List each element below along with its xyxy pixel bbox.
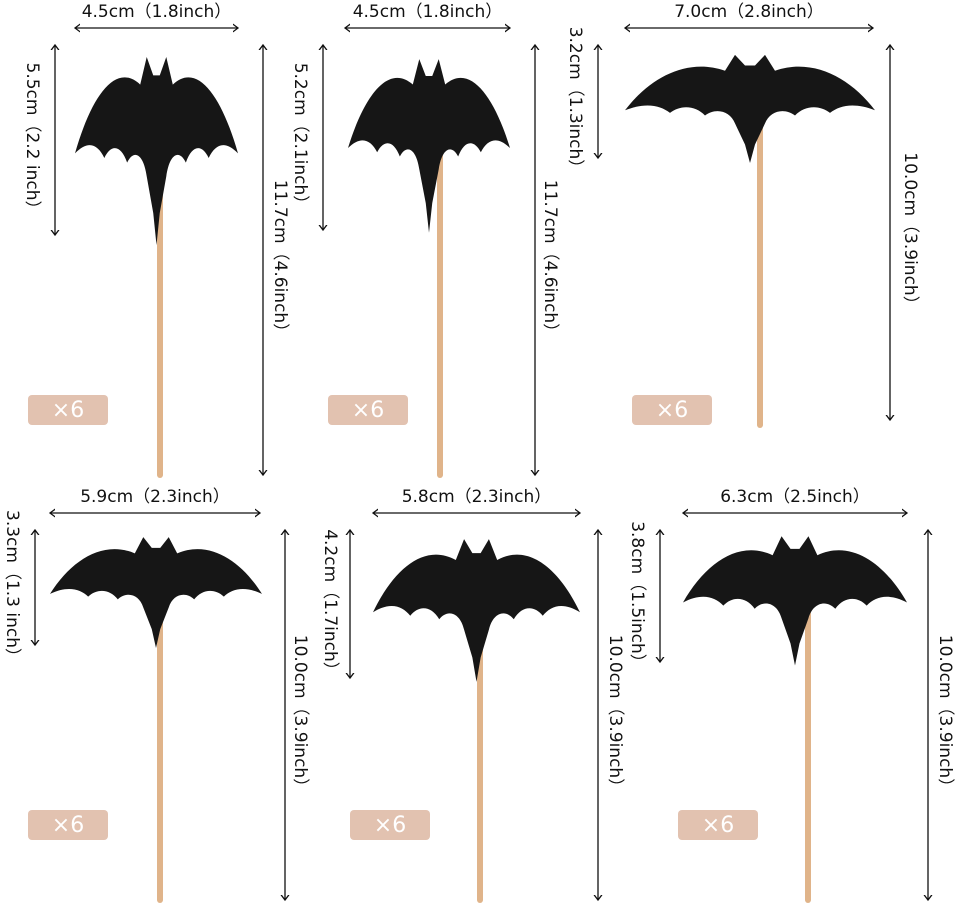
length-label: 10.0cm（3.9inch） bbox=[900, 152, 920, 312]
bat-topper bbox=[625, 54, 875, 163]
height-label: 3.2cm（1.3inch） bbox=[565, 27, 585, 177]
bat-topper bbox=[50, 537, 262, 649]
width-label: 4.5cm（1.8inch） bbox=[353, 2, 503, 22]
quantity-label: ×6 bbox=[374, 813, 406, 838]
quantity-label: ×6 bbox=[352, 398, 384, 423]
bat-topper bbox=[75, 57, 238, 246]
quantity-badge bbox=[28, 810, 108, 840]
width-label: 5.8cm（2.3inch） bbox=[402, 487, 552, 507]
bat-topper bbox=[373, 539, 580, 682]
length-label: 11.7cm（4.6inch） bbox=[270, 180, 290, 340]
quantity-badge bbox=[350, 810, 430, 840]
height-label: 3.8cm（1.5inch） bbox=[627, 521, 647, 671]
quantity-badge bbox=[678, 810, 758, 840]
quantity-badge bbox=[28, 395, 108, 425]
quantity-label: ×6 bbox=[702, 813, 734, 838]
length-label: 10.0cm（3.9inch） bbox=[605, 635, 625, 795]
bat-topper bbox=[348, 59, 510, 233]
length-label: 11.7cm（4.6inch） bbox=[540, 180, 560, 340]
length-label: 10.0cm（3.9inch） bbox=[935, 635, 955, 795]
quantity-label: ×6 bbox=[52, 813, 84, 838]
quantity-label: ×6 bbox=[656, 398, 688, 423]
quantity-label: ×6 bbox=[52, 398, 84, 423]
width-label: 6.3cm（2.5inch） bbox=[720, 487, 870, 507]
width-label: 4.5cm（1.8inch） bbox=[82, 2, 232, 22]
quantity-badge bbox=[328, 395, 408, 425]
height-label: 3.3cm（1.3 inch） bbox=[2, 510, 22, 665]
length-label: 10.0cm（3.9inch） bbox=[290, 635, 310, 795]
quantity-badge bbox=[632, 395, 712, 425]
bat-topper bbox=[683, 536, 907, 666]
width-label: 5.9cm（2.3inch） bbox=[80, 487, 230, 507]
height-label: 5.5cm（2.2 inch） bbox=[22, 62, 42, 217]
height-label: 5.2cm（2.1inch） bbox=[290, 63, 310, 213]
width-label: 7.0cm（2.8inch） bbox=[674, 2, 824, 22]
height-label: 4.2cm（1.7inch） bbox=[320, 529, 340, 679]
